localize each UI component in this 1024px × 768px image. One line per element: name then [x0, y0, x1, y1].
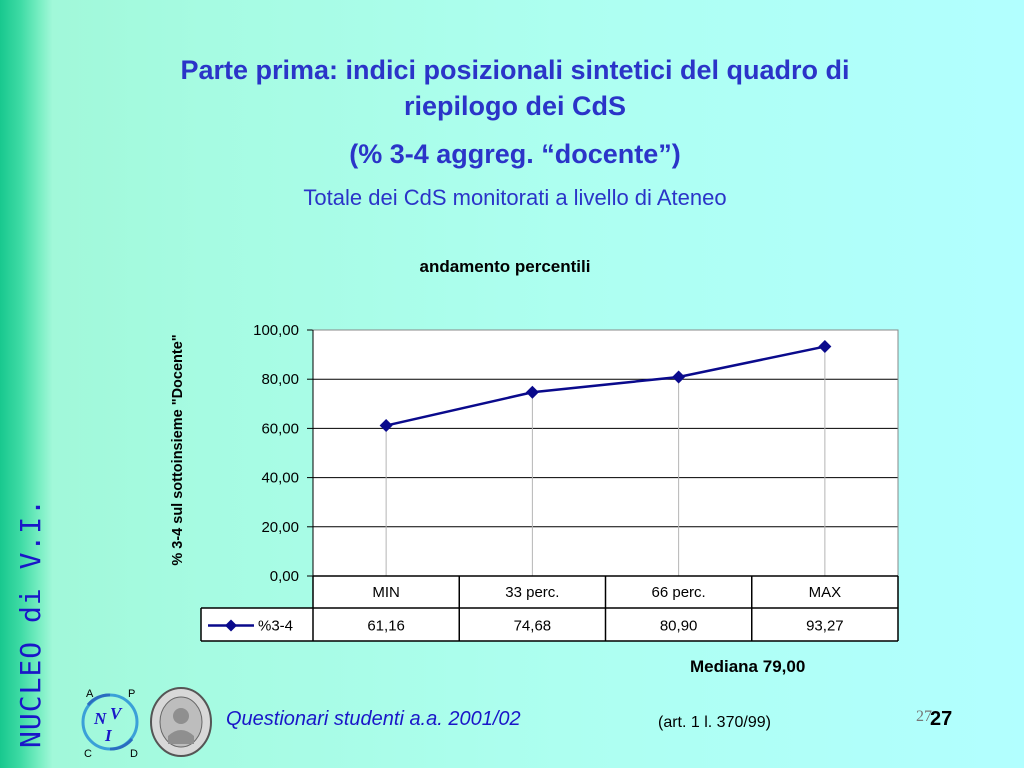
footer-text: Questionari studenti a.a. 2001/02 — [226, 708, 521, 730]
y-tick-label: 80,00 — [261, 371, 299, 388]
x-category-label: 66 perc. — [652, 584, 706, 601]
data-value-label: 74,68 — [514, 618, 552, 635]
slide-subtitle: Totale dei CdS monitorati a livello di A… — [303, 185, 727, 210]
svg-text:C: C — [84, 748, 92, 760]
nvi-logo-icon: A P C D N V I — [81, 688, 139, 760]
data-value-label: 61,16 — [367, 618, 405, 635]
svg-text:D: D — [130, 748, 138, 760]
data-point — [379, 419, 393, 433]
svg-text:P: P — [128, 688, 135, 700]
university-seal-icon — [150, 687, 212, 757]
svg-text:N: N — [93, 709, 107, 728]
data-point — [818, 340, 832, 354]
legend-marker — [225, 619, 237, 632]
y-tick-label: 60,00 — [261, 420, 299, 437]
svg-text:V: V — [110, 704, 123, 723]
y-tick-label: 40,00 — [261, 470, 299, 487]
x-category-label: MAX — [809, 584, 842, 601]
y-tick-label: 0,00 — [270, 568, 299, 585]
page-number: 27 — [930, 708, 953, 730]
y-tick-label: 20,00 — [261, 519, 299, 536]
data-point — [525, 385, 539, 399]
mediana-label: Mediana 79,00 — [690, 657, 806, 676]
plot-area — [313, 330, 898, 576]
x-category-label: MIN — [372, 584, 400, 601]
slide-title-line-2: riepilogo dei CdS — [403, 91, 626, 121]
y-tick-label: 100,00 — [253, 322, 299, 339]
footer-note: (art. 1 l. 370/99) — [658, 714, 771, 731]
data-value-label: 80,90 — [660, 618, 698, 635]
legend-series-name: %3-4 — [258, 618, 293, 635]
chart-title: andamento percentili — [419, 257, 591, 276]
svg-text:I: I — [104, 726, 113, 745]
data-value-label: 93,27 — [806, 618, 844, 635]
svg-text:A: A — [86, 688, 94, 700]
page-number-small: 27 — [916, 708, 932, 725]
left-accent-strip — [0, 0, 52, 768]
slide-title-line-3: (% 3-4 aggreg. “docente”) — [349, 139, 681, 169]
slide-title-line-1: Parte prima: indici posizionali sintetic… — [180, 55, 850, 85]
x-category-label: 33 perc. — [505, 584, 559, 601]
series-line — [385, 345, 826, 427]
data-point — [672, 370, 686, 384]
